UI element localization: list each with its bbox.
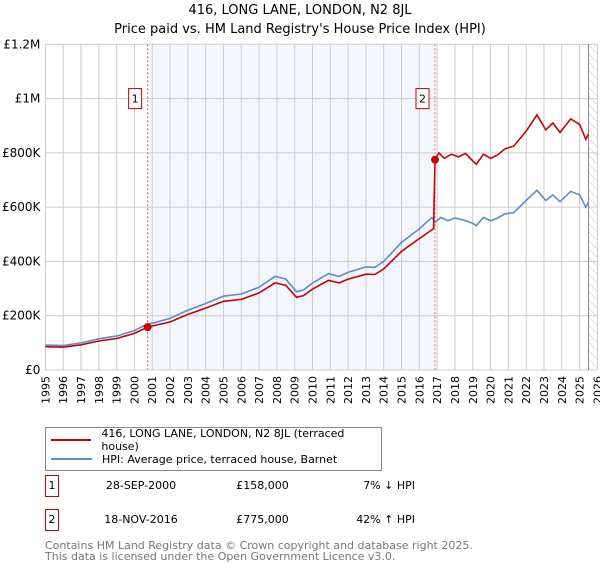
x-tick-label: 2015 [396,376,409,404]
x-tick-label: 1998 [93,376,106,404]
x-tick-label: 2001 [146,376,159,404]
y-tick-label: £1M [15,92,41,106]
sale-hpi-diff: 42% ↑ HPI [356,513,415,526]
sale-price: £158,000 [236,479,289,492]
footer-line-2: This data is licensed under the Open Gov… [45,550,396,563]
legend-label: HPI: Average price, terraced house, Barn… [102,452,338,466]
x-tick-label: 2026 [591,376,600,404]
sale-label-box [128,88,143,110]
x-tick-label: 2006 [235,376,248,404]
sale-row-1: 1 28-SEP-2000 £158,000 7% ↓ HPI [45,475,415,497]
legend: 416, LONG LANE, LONDON, N2 8JL (terraced… [45,427,382,471]
x-tick-label: 1997 [75,376,88,404]
x-tick-label: 2008 [271,376,284,404]
x-tick-label: 2012 [342,376,355,404]
x-tick-label: 2020 [485,376,498,404]
x-tick-label: 2024 [556,376,569,404]
footer: Contains HM Land Registry data © Crown c… [45,540,473,562]
x-tick-label: 2019 [467,376,480,404]
x-tick-label: 2021 [502,376,515,404]
x-tick-label: 2011 [324,376,337,404]
sale-badge: 2 [45,509,59,531]
sale-date: 28-SEP-2000 [105,479,177,492]
x-tick-label: 2010 [306,376,319,404]
footer-line-1: Contains HM Land Registry data © Crown c… [45,539,473,552]
sale-label-box [415,88,430,110]
sale-label: 2 [419,93,426,106]
x-tick-label: 2003 [182,376,195,404]
y-tick-label: £600K [2,200,42,214]
x-tick-label: 2023 [538,376,551,404]
x-tick-label: 2005 [217,376,230,404]
sale-label: 1 [132,93,139,106]
sale-date: 18-NOV-2016 [104,513,178,526]
price-chart: 1995 1996 1997 1998 1999 2000 2001 2002 2003 2004… [2,37,600,404]
x-tick-label: 2004 [200,376,213,404]
x-tick-label: 2000 [128,376,141,404]
x-tick-label: 2007 [253,376,266,404]
sale-point [143,323,152,332]
x-tick-label: 2017 [431,376,444,404]
legend-item-property: 416, LONG LANE, LONDON, N2 8JL (terraced… [46,427,381,453]
sale-price: £775,000 [236,513,289,526]
legend-item-hpi: HPI: Average price, terraced house, Barn… [46,450,337,468]
y-tick-label: £0 [25,363,40,377]
legend-label: 416, LONG LANE, LONDON, N2 8JL (terraced… [101,427,345,453]
x-tick-label: 2013 [360,376,373,404]
sale-row-2: 2 18-NOV-2016 £775,000 42% ↑ HPI [45,509,415,531]
x-tick-label: 2018 [449,376,462,404]
x-tick-label: 2009 [289,376,302,404]
x-tick-label: 1995 [39,376,52,404]
x-tick-label: 2016 [413,376,426,404]
x-tick-label: 2014 [378,376,391,404]
chart-subtitle: Price paid vs. HM Land Registry's House … [114,22,486,37]
y-tick-label: £800K [2,146,42,160]
y-tick-label: £1.2M [3,37,40,51]
sale-hpi-diff: 7% ↓ HPI [363,479,415,492]
x-tick-label: 1996 [57,376,70,404]
x-tick-label: 2022 [520,376,533,404]
x-tick-label: 2025 [574,376,587,404]
sale-point [431,155,440,164]
property-price-line [45,113,590,349]
chart-title: 416, LONG LANE, LONDON, N2 8JL [188,3,412,18]
y-tick-label: £200K [2,309,42,323]
x-tick-label: 2002 [164,376,177,404]
y-tick-label: £400K [2,254,42,268]
sale-badge: 1 [45,475,59,497]
hpi-line [45,189,590,347]
x-tick-label: 1999 [111,376,124,404]
